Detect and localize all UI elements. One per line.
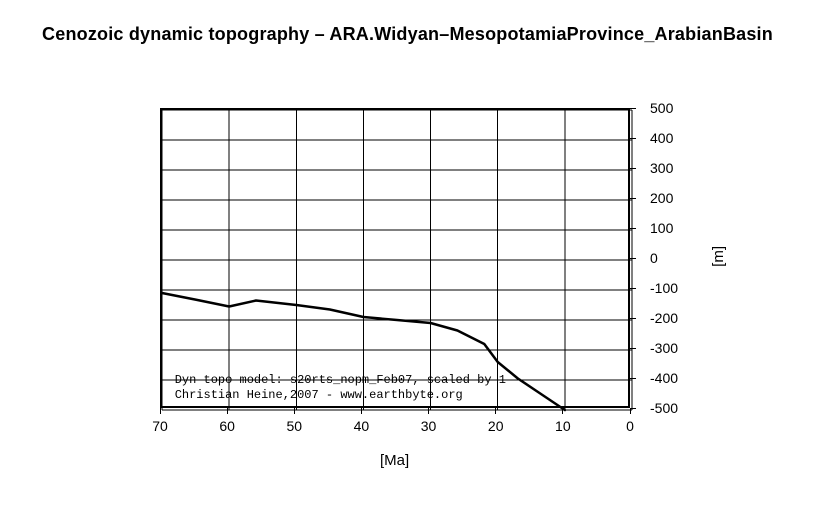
gridlines: [162, 110, 632, 410]
x-tick-label: 0: [626, 418, 634, 434]
y-tick-label: 400: [650, 130, 673, 146]
x-tick-mark: [630, 408, 631, 414]
x-tick-label: 70: [152, 418, 168, 434]
y-tick-mark: [630, 108, 636, 109]
x-tick-mark: [495, 408, 496, 414]
x-tick-mark: [428, 408, 429, 414]
x-axis-label: [Ma]: [380, 452, 409, 469]
y-tick-label: -100: [650, 280, 678, 296]
y-tick-label: 100: [650, 220, 673, 236]
plot-note: Christian Heine,2007 - www.earthbyte.org: [175, 388, 463, 402]
y-tick-mark: [630, 228, 636, 229]
x-tick-mark: [227, 408, 228, 414]
y-tick-mark: [630, 138, 636, 139]
plot-area: Dyn topo model: s20rts_nopm_Feb07, scale…: [160, 108, 630, 408]
plot-svg: [162, 110, 632, 410]
y-tick-label: -500: [650, 400, 678, 416]
y-tick-mark: [630, 318, 636, 319]
chart-title: Cenozoic dynamic topography – ARA.Widyan…: [0, 24, 815, 45]
y-tick-mark: [630, 378, 636, 379]
y-tick-mark: [630, 198, 636, 199]
y-tick-label: 0: [650, 250, 658, 266]
x-tick-label: 40: [354, 418, 370, 434]
x-tick-label: 30: [421, 418, 437, 434]
x-tick-mark: [294, 408, 295, 414]
y-tick-label: 200: [650, 190, 673, 206]
y-tick-mark: [630, 408, 636, 409]
y-tick-mark: [630, 258, 636, 259]
y-tick-label: 500: [650, 100, 673, 116]
x-tick-mark: [562, 408, 563, 414]
y-tick-label: -400: [650, 370, 678, 386]
x-tick-label: 60: [219, 418, 235, 434]
y-axis-label: [m]: [710, 246, 727, 267]
y-tick-mark: [630, 288, 636, 289]
y-tick-mark: [630, 348, 636, 349]
y-tick-mark: [630, 168, 636, 169]
x-tick-label: 10: [555, 418, 571, 434]
x-tick-mark: [361, 408, 362, 414]
x-tick-mark: [160, 408, 161, 414]
x-tick-label: 50: [286, 418, 302, 434]
y-tick-label: 300: [650, 160, 673, 176]
x-tick-label: 20: [488, 418, 504, 434]
plot-note: Dyn topo model: s20rts_nopm_Feb07, scale…: [175, 373, 506, 387]
y-tick-label: -300: [650, 340, 678, 356]
y-tick-label: -200: [650, 310, 678, 326]
